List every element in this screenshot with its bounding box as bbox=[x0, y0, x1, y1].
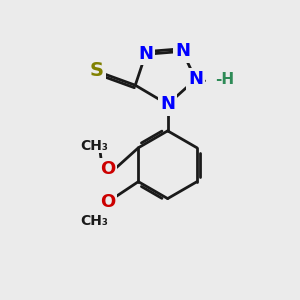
Text: CH₃: CH₃ bbox=[80, 139, 108, 153]
Text: N: N bbox=[188, 70, 203, 88]
Text: N: N bbox=[160, 95, 175, 113]
Text: O: O bbox=[100, 160, 115, 178]
Text: -H: -H bbox=[215, 72, 234, 87]
Text: N: N bbox=[138, 45, 153, 63]
Text: S: S bbox=[90, 61, 104, 80]
Text: O: O bbox=[100, 193, 115, 211]
Text: N: N bbox=[175, 42, 190, 60]
Text: CH₃: CH₃ bbox=[80, 214, 108, 228]
